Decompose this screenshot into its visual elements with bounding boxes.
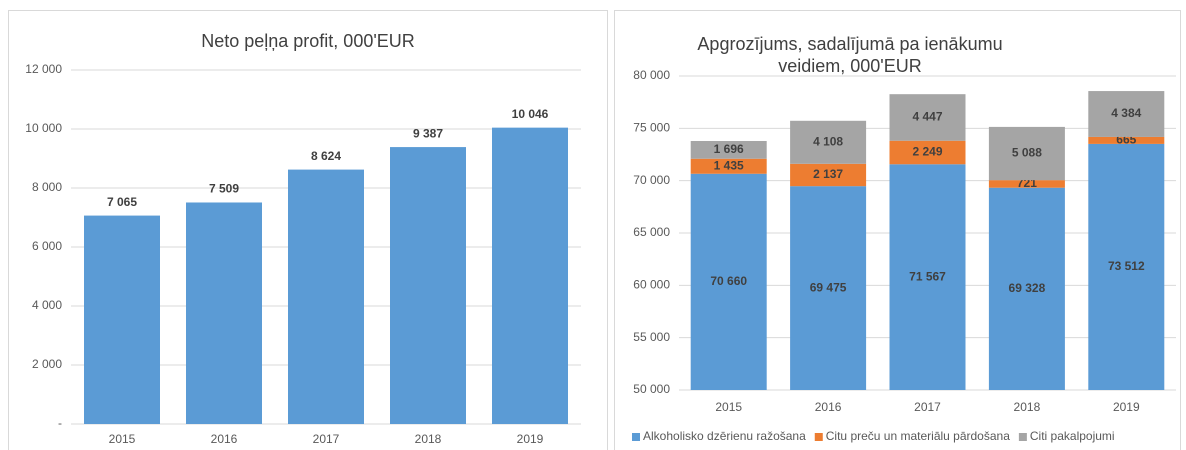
data-label: 70 660 bbox=[710, 274, 747, 288]
chart-title: Neto peļņa profit, 000'EUR bbox=[201, 31, 415, 51]
y-tick-label: 4 000 bbox=[32, 298, 62, 312]
data-label: 73 512 bbox=[1108, 259, 1145, 273]
bar-segment bbox=[690, 158, 767, 174]
legend-label: Citi pakalpojumi bbox=[1030, 429, 1115, 443]
panel bbox=[8, 10, 608, 450]
chart-title: Apgrozījums, sadalījumā pa ienākumu veid… bbox=[697, 34, 1003, 76]
y-tick-label: 55 000 bbox=[633, 330, 670, 344]
x-tick-label: 2017 bbox=[914, 400, 941, 414]
data-label: 69 328 bbox=[1009, 281, 1046, 295]
bar-segment bbox=[790, 120, 867, 164]
legend-swatch bbox=[1018, 433, 1027, 441]
x-tick-label: 2015 bbox=[715, 400, 742, 414]
bar bbox=[84, 215, 160, 424]
y-tick-label: 60 000 bbox=[633, 278, 670, 292]
data-label: 71 567 bbox=[909, 269, 946, 283]
bar-segment bbox=[690, 173, 767, 390]
y-tick-label: 65 000 bbox=[633, 225, 670, 239]
bar-segment bbox=[1088, 136, 1165, 144]
y-tick-label: 8 000 bbox=[32, 180, 62, 194]
bar-segment bbox=[790, 163, 867, 187]
y-tick-label: 80 000 bbox=[633, 68, 670, 82]
bar-segment bbox=[690, 140, 767, 159]
bar-segment bbox=[988, 180, 1065, 188]
bar-segment bbox=[988, 126, 1065, 181]
bar-segment bbox=[1088, 91, 1165, 137]
data-label: 8 624 bbox=[311, 149, 341, 163]
bar bbox=[492, 127, 568, 424]
data-label: 7 065 bbox=[107, 195, 137, 209]
bar bbox=[186, 202, 262, 424]
bar-segment bbox=[889, 164, 966, 390]
y-tick-label: - bbox=[58, 416, 62, 430]
y-tick-label: 70 000 bbox=[633, 173, 670, 187]
legend-label: Citu preču un materiālu pārdošana bbox=[826, 429, 1010, 443]
x-tick-label: 2015 bbox=[109, 432, 136, 446]
data-label: 4 108 bbox=[813, 134, 843, 148]
data-label: 69 475 bbox=[810, 280, 847, 294]
data-label: 4 447 bbox=[912, 110, 942, 124]
legend-label: Alkoholisko dzērienu ražošana bbox=[643, 429, 806, 443]
data-label: 1 435 bbox=[714, 158, 744, 172]
y-tick-label: 12 000 bbox=[25, 62, 62, 76]
y-tick-label: 6 000 bbox=[32, 239, 62, 253]
data-label: 2 249 bbox=[912, 145, 942, 159]
y-tick-label: 75 000 bbox=[633, 121, 670, 135]
data-label: 2 137 bbox=[813, 167, 843, 181]
bar bbox=[390, 147, 466, 424]
legend-swatch bbox=[632, 433, 640, 441]
data-label: 10 046 bbox=[512, 107, 549, 121]
bar-segment bbox=[988, 187, 1065, 390]
bar-segment bbox=[889, 94, 966, 141]
data-label: 4 384 bbox=[1111, 106, 1141, 120]
x-tick-label: 2018 bbox=[1014, 400, 1041, 414]
data-label: 5 088 bbox=[1012, 146, 1042, 160]
legend-swatch bbox=[814, 433, 823, 441]
panel bbox=[614, 10, 1181, 450]
x-tick-label: 2017 bbox=[313, 432, 340, 446]
data-label: 9 387 bbox=[413, 126, 443, 140]
bar-segment bbox=[889, 140, 966, 165]
y-tick-label: 10 000 bbox=[25, 121, 62, 135]
x-tick-label: 2019 bbox=[517, 432, 544, 446]
x-tick-label: 2018 bbox=[415, 432, 442, 446]
y-tick-label: 2 000 bbox=[32, 357, 62, 371]
x-tick-label: 2019 bbox=[1113, 400, 1140, 414]
bar bbox=[288, 169, 364, 424]
data-label: 1 696 bbox=[714, 142, 744, 156]
y-tick-label: 50 000 bbox=[633, 382, 670, 396]
x-tick-label: 2016 bbox=[815, 400, 842, 414]
x-tick-label: 2016 bbox=[211, 432, 238, 446]
bar-segment bbox=[790, 186, 867, 390]
bar-segment bbox=[1088, 143, 1165, 390]
data-label: 7 509 bbox=[209, 182, 239, 196]
